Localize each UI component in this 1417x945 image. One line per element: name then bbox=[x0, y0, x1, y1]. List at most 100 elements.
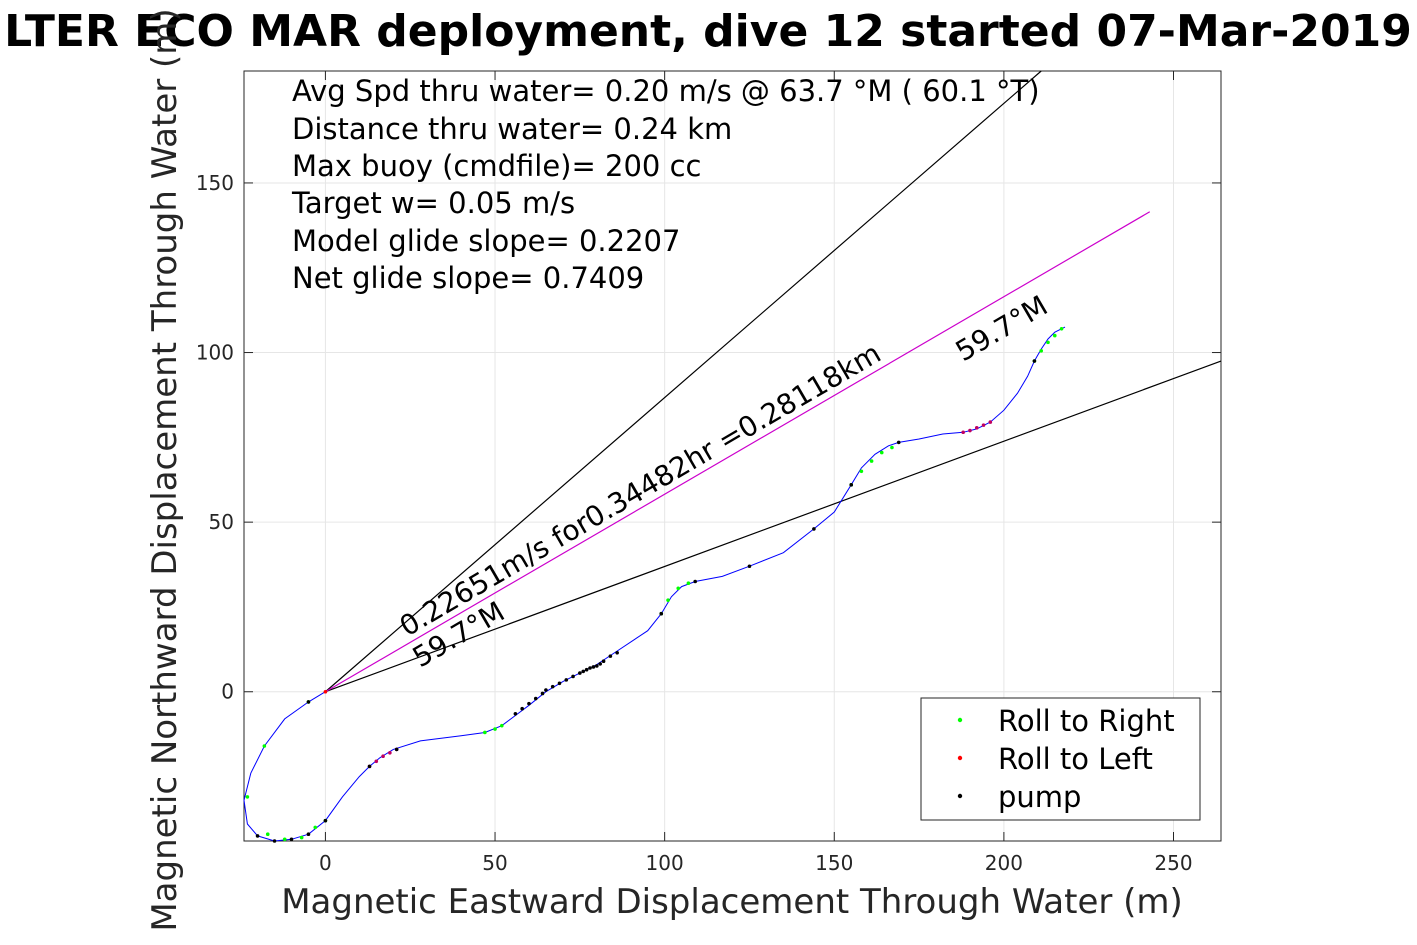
pump-point bbox=[584, 667, 589, 672]
roll-to-right-point bbox=[282, 837, 287, 842]
y-tick-label: 100 bbox=[196, 341, 234, 365]
x-tick-label: 100 bbox=[646, 851, 684, 875]
roll-to-right-point bbox=[666, 598, 670, 602]
annotation-line: Distance thru water= 0.24 km bbox=[292, 112, 732, 146]
pump-point bbox=[595, 664, 599, 668]
pump-point bbox=[849, 483, 854, 487]
roll-to-right-point bbox=[262, 744, 267, 748]
roll-to-right-point bbox=[879, 450, 884, 455]
legend-marker-roll-right bbox=[957, 717, 963, 723]
annotation-line: Model glide slope= 0.2207 bbox=[292, 224, 680, 258]
pump-point bbox=[306, 700, 311, 704]
roll-to-right-point bbox=[1039, 349, 1044, 353]
annotation-line: Max buoy (cmdfile)= 200 cc bbox=[292, 149, 701, 183]
roll-to-right-point bbox=[1052, 333, 1057, 338]
pump-point bbox=[544, 688, 548, 692]
roll-to-right-point bbox=[676, 586, 681, 591]
legend-marker-roll-left bbox=[957, 755, 963, 761]
trajectory bbox=[243, 326, 1066, 842]
legend-marker-pump bbox=[957, 793, 963, 799]
pump-point bbox=[1032, 359, 1037, 363]
pump-point bbox=[659, 611, 664, 616]
y-tick-label: 0 bbox=[221, 680, 234, 704]
legend: Roll to Right Roll to Left pump bbox=[920, 697, 1201, 821]
pump-point bbox=[272, 839, 277, 843]
pump-point bbox=[564, 678, 569, 682]
pump-point bbox=[571, 674, 575, 679]
pump-point bbox=[255, 834, 260, 838]
roll-to-right-point bbox=[890, 445, 894, 450]
legend-label-pump: pump bbox=[998, 780, 1081, 814]
x-tick-label: 200 bbox=[985, 851, 1023, 875]
chart-title: LTER ECO MAR deployment, dive 12 started… bbox=[4, 6, 1412, 57]
x-tick-label: 150 bbox=[815, 851, 853, 875]
roll-to-right-point bbox=[493, 727, 497, 731]
pump-point bbox=[581, 669, 586, 674]
markers bbox=[245, 326, 1064, 843]
pump-point bbox=[747, 564, 752, 569]
roll-to-left-point bbox=[968, 428, 972, 433]
plot-area: 0 50 100 150 200 250 0 50 100 150 bbox=[196, 70, 1222, 875]
reference-lines bbox=[325, 70, 1222, 693]
roll-to-left-point bbox=[381, 754, 385, 758]
roll-to-left-point bbox=[374, 759, 379, 764]
pump-point bbox=[513, 711, 518, 716]
roll-to-right-point bbox=[859, 469, 864, 474]
roll-to-left-point bbox=[988, 420, 993, 424]
y-tick-label: 50 bbox=[209, 510, 234, 534]
pump-point bbox=[608, 654, 613, 658]
legend-label-roll-right: Roll to Right bbox=[998, 704, 1175, 738]
pump-point bbox=[812, 527, 816, 531]
pump-point bbox=[306, 832, 311, 837]
pump-point bbox=[550, 684, 555, 689]
roll-to-left-point bbox=[974, 426, 979, 430]
pump-point bbox=[578, 671, 582, 675]
trajectory-line bbox=[243, 326, 1066, 842]
pump-point bbox=[527, 701, 531, 706]
pump-point bbox=[615, 650, 619, 655]
pump-point bbox=[533, 696, 538, 701]
pump-point bbox=[588, 666, 592, 670]
roll-to-right-point bbox=[265, 832, 270, 837]
legend-label-roll-left: Roll to Left bbox=[998, 742, 1153, 776]
pump-point bbox=[520, 706, 524, 711]
plot-frame bbox=[243, 70, 1222, 842]
pump-point bbox=[394, 747, 399, 752]
pump-point bbox=[896, 440, 901, 445]
x-tick-label: 50 bbox=[482, 851, 507, 875]
roll-to-left-point bbox=[961, 430, 965, 435]
x-tick-label: 250 bbox=[1154, 851, 1192, 875]
upper-heading-line bbox=[325, 70, 1042, 693]
pump-point bbox=[289, 837, 294, 842]
roll-to-right-point bbox=[483, 730, 487, 735]
roll-to-left-point bbox=[981, 423, 986, 427]
roll-to-right-point bbox=[1046, 340, 1050, 345]
x-tick-label: 0 bbox=[319, 851, 332, 875]
pump-point bbox=[598, 662, 602, 666]
pump-point bbox=[323, 818, 328, 823]
pump-point bbox=[367, 764, 372, 769]
roll-to-right-point bbox=[500, 723, 504, 728]
roll-to-right-point bbox=[1059, 326, 1064, 331]
legend-box bbox=[920, 697, 1201, 821]
roll-to-right-point bbox=[686, 581, 691, 586]
annotation-block: Avg Spd thru water= 0.20 m/s @ 63.7 °M (… bbox=[291, 74, 1040, 295]
roll-to-left-point bbox=[388, 751, 392, 755]
pump-point bbox=[601, 659, 606, 664]
roll-to-left-point bbox=[323, 689, 328, 694]
annotation-line: Net glide slope= 0.7409 bbox=[292, 261, 644, 295]
y-axis-label: Magnetic Northward Displacement Through … bbox=[145, 8, 185, 931]
pump-point bbox=[557, 681, 562, 686]
net-track-line bbox=[325, 211, 1151, 693]
grid bbox=[244, 71, 1221, 841]
annotation-line: Target w= 0.05 m/s bbox=[291, 186, 575, 220]
roll-to-right-point bbox=[245, 795, 250, 799]
pump-point bbox=[591, 665, 596, 669]
y-tick-label: 150 bbox=[196, 171, 234, 195]
x-axis-label: Magnetic Eastward Displacement Through W… bbox=[281, 882, 1183, 922]
annotation-line: Avg Spd thru water= 0.20 m/s @ 63.7 °M (… bbox=[292, 74, 1040, 108]
lower-heading-line bbox=[325, 360, 1222, 693]
roll-to-right-point bbox=[313, 825, 318, 830]
ticks: 0 50 100 150 200 250 0 50 100 150 bbox=[196, 71, 1221, 875]
